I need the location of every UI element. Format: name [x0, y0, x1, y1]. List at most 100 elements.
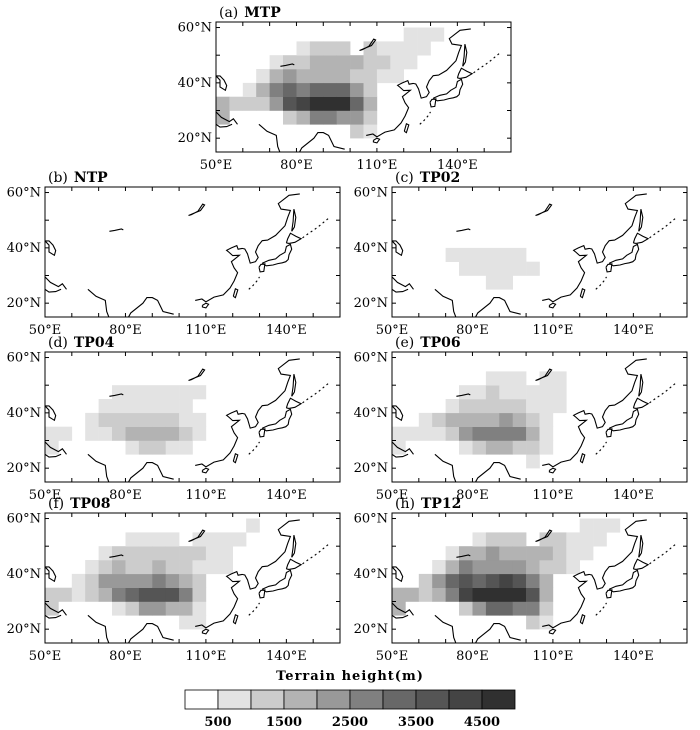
coastline	[216, 75, 228, 92]
terrain-cell	[472, 385, 487, 400]
coastline	[127, 623, 174, 643]
terrain-cell	[499, 532, 513, 547]
terrain-cell	[512, 261, 527, 276]
terrain-cell	[229, 96, 244, 111]
terrain-cell	[179, 587, 193, 602]
coastline	[188, 368, 206, 382]
terrain-cells	[445, 247, 540, 290]
terrain-cell	[242, 82, 257, 97]
terrain-cell	[192, 560, 207, 575]
terrain-cell	[432, 426, 446, 441]
terrain-cell	[552, 399, 567, 414]
coastline	[45, 240, 57, 257]
coastline	[248, 602, 260, 616]
terrain-cell	[323, 55, 337, 70]
coastline	[45, 566, 57, 583]
terrain-cell	[323, 82, 337, 97]
coastline	[195, 193, 300, 303]
terrain-cell	[405, 587, 420, 602]
terrain-cell	[152, 412, 166, 427]
terrain-cell	[205, 532, 220, 547]
terrain-cell	[472, 532, 487, 547]
terrain-cell	[593, 532, 607, 547]
y-tick-label: 20°N	[354, 461, 388, 476]
terrain-cell	[526, 573, 540, 588]
terrain-cell	[283, 110, 297, 125]
terrain-cell	[512, 247, 527, 262]
coastline	[456, 393, 471, 397]
terrain-cell	[350, 55, 364, 70]
x-tick-label: 110°E	[186, 323, 227, 338]
coastline	[87, 614, 110, 643]
coastline	[302, 217, 330, 239]
x-tick-label: 80°E	[280, 158, 313, 173]
terrain-cell	[418, 573, 433, 588]
terrain-cell	[539, 546, 554, 561]
terrain-cell	[485, 399, 500, 414]
terrain-cell	[246, 518, 260, 533]
terrain-cell	[552, 371, 567, 386]
coastline	[542, 358, 647, 468]
coastline	[595, 441, 607, 455]
coastline	[392, 602, 414, 616]
x-tick-label: 50°E	[29, 649, 62, 664]
x-tick-label: 140°E	[266, 323, 307, 338]
colorbar-box	[382, 689, 417, 710]
terrain-cell	[499, 587, 513, 602]
y-tick-label: 40°N	[354, 406, 388, 421]
terrain-cell	[309, 69, 324, 84]
terrain-cell	[269, 96, 284, 111]
coastline	[258, 589, 266, 599]
colorbar-box	[415, 689, 450, 710]
terrain-cell	[512, 385, 527, 400]
terrain-cell	[432, 412, 446, 427]
terrain-cell	[459, 587, 473, 602]
terrain-cell	[485, 247, 500, 262]
terrain-cell	[499, 560, 513, 575]
coastline	[127, 462, 174, 482]
terrain-cell	[499, 412, 513, 427]
coastline	[535, 529, 553, 543]
coastline	[434, 614, 457, 643]
terrain-cell	[363, 69, 378, 84]
y-tick-label: 60°N	[354, 351, 388, 366]
terrain-cell	[98, 546, 113, 561]
terrain-cell	[98, 399, 113, 414]
panel-letter: (c)	[395, 170, 414, 186]
coastline	[456, 228, 471, 232]
y-tick-label: 20°N	[354, 296, 388, 311]
terrain-cell	[499, 601, 513, 616]
terrain-cell	[152, 560, 166, 575]
x-tick-label: 110°E	[533, 323, 574, 338]
colorbar-ticks: 500 1500 2500 3500 4500	[204, 715, 500, 730]
coastline	[291, 373, 297, 397]
terrain-cell	[499, 399, 513, 414]
terrain-cell	[539, 601, 554, 616]
terrain-cell	[192, 426, 207, 441]
coastline	[109, 554, 124, 558]
terrain-cell	[152, 573, 166, 588]
terrain-cell	[45, 426, 59, 441]
terrain-cell	[138, 601, 153, 616]
terrain-cell	[459, 385, 473, 400]
terrain-cell	[472, 546, 487, 561]
terrain-cell	[112, 587, 126, 602]
terrain-cell	[539, 440, 554, 455]
terrain-cell	[58, 426, 73, 441]
coastline	[456, 554, 471, 558]
terrain-cell	[485, 412, 500, 427]
x-tick-label: 80°E	[456, 323, 489, 338]
terrain-cell	[403, 27, 418, 42]
map-panel-mtp: 50°E 80°E 110°E 140°E 60°N 40°N 20°N (a) MTP	[178, 5, 512, 173]
terrain-cell	[256, 96, 270, 111]
map-panel-tp06: 50°E 80°E 110°E 140°E 60°N 40°N 20°N (e) TP06	[354, 335, 688, 503]
terrain-cell	[192, 412, 207, 427]
terrain-cell	[552, 560, 567, 575]
terrain-cell	[390, 55, 404, 70]
coastline	[359, 38, 377, 52]
coastline	[419, 111, 431, 125]
coastline	[201, 467, 210, 474]
terrain-cell	[472, 261, 487, 276]
terrain-cell	[165, 426, 180, 441]
